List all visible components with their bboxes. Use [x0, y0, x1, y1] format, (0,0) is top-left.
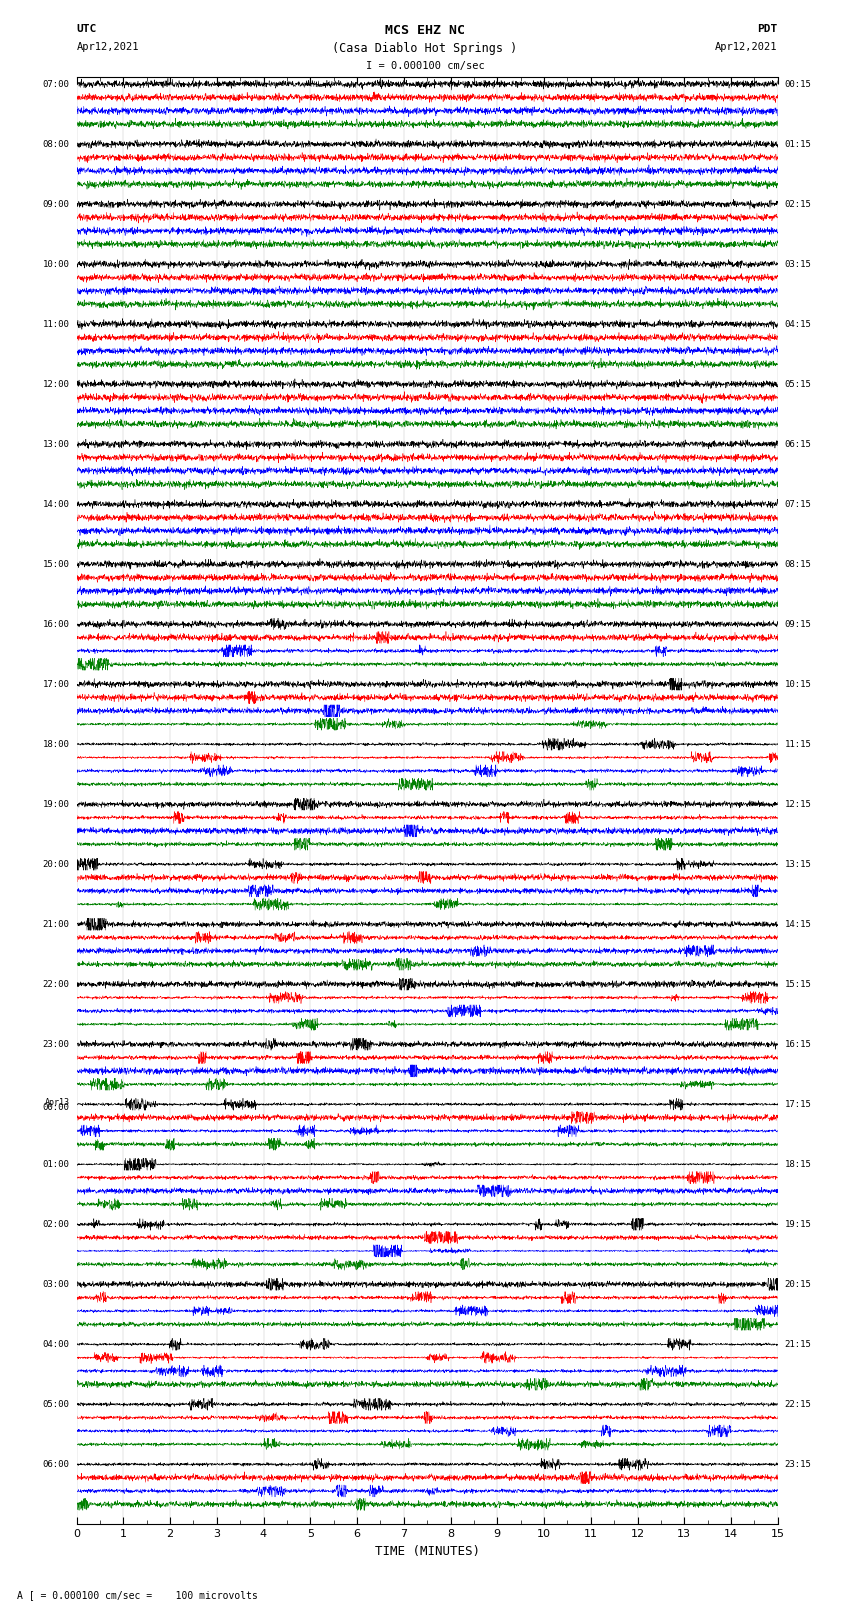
Text: PDT: PDT [757, 24, 778, 34]
Text: 00:00: 00:00 [42, 1103, 70, 1111]
Text: 23:15: 23:15 [785, 1460, 812, 1469]
Text: 09:15: 09:15 [785, 619, 812, 629]
Text: MCS EHZ NC: MCS EHZ NC [385, 24, 465, 37]
Text: 20:15: 20:15 [785, 1279, 812, 1289]
Text: 19:00: 19:00 [42, 800, 70, 808]
Text: 17:00: 17:00 [42, 679, 70, 689]
Text: 00:15: 00:15 [785, 79, 812, 89]
Text: 07:15: 07:15 [785, 500, 812, 508]
Text: 11:15: 11:15 [785, 740, 812, 748]
Text: 22:15: 22:15 [785, 1400, 812, 1408]
Text: 18:15: 18:15 [785, 1160, 812, 1169]
Text: 18:00: 18:00 [42, 740, 70, 748]
Text: 10:15: 10:15 [785, 679, 812, 689]
Text: 06:00: 06:00 [42, 1460, 70, 1469]
Text: Apr13: Apr13 [44, 1098, 70, 1107]
Text: 08:15: 08:15 [785, 560, 812, 569]
Text: 03:15: 03:15 [785, 260, 812, 269]
Text: Apr12,2021: Apr12,2021 [715, 42, 778, 52]
Text: UTC: UTC [76, 24, 97, 34]
Text: Apr12,2021: Apr12,2021 [76, 42, 139, 52]
Text: 01:15: 01:15 [785, 140, 812, 148]
Text: 02:15: 02:15 [785, 200, 812, 208]
Text: 14:15: 14:15 [785, 919, 812, 929]
Text: 20:00: 20:00 [42, 860, 70, 869]
Text: 13:00: 13:00 [42, 440, 70, 448]
Text: 13:15: 13:15 [785, 860, 812, 869]
Text: 06:15: 06:15 [785, 440, 812, 448]
Text: 07:00: 07:00 [42, 79, 70, 89]
Text: 04:00: 04:00 [42, 1340, 70, 1348]
Text: 05:00: 05:00 [42, 1400, 70, 1408]
Text: 08:00: 08:00 [42, 140, 70, 148]
Text: 10:00: 10:00 [42, 260, 70, 269]
Text: A [ = 0.000100 cm/sec =    100 microvolts: A [ = 0.000100 cm/sec = 100 microvolts [17, 1590, 258, 1600]
Text: 09:00: 09:00 [42, 200, 70, 208]
Text: 05:15: 05:15 [785, 379, 812, 389]
Text: 23:00: 23:00 [42, 1040, 70, 1048]
Text: 12:00: 12:00 [42, 379, 70, 389]
Text: 21:15: 21:15 [785, 1340, 812, 1348]
Text: 21:00: 21:00 [42, 919, 70, 929]
Text: 14:00: 14:00 [42, 500, 70, 508]
X-axis label: TIME (MINUTES): TIME (MINUTES) [375, 1545, 479, 1558]
Text: 01:00: 01:00 [42, 1160, 70, 1169]
Text: 12:15: 12:15 [785, 800, 812, 808]
Text: I = 0.000100 cm/sec: I = 0.000100 cm/sec [366, 61, 484, 71]
Text: 15:15: 15:15 [785, 979, 812, 989]
Text: (Casa Diablo Hot Springs ): (Casa Diablo Hot Springs ) [332, 42, 518, 55]
Text: 16:00: 16:00 [42, 619, 70, 629]
Text: 02:00: 02:00 [42, 1219, 70, 1229]
Text: 17:15: 17:15 [785, 1100, 812, 1108]
Text: 03:00: 03:00 [42, 1279, 70, 1289]
Text: 19:15: 19:15 [785, 1219, 812, 1229]
Text: 11:00: 11:00 [42, 319, 70, 329]
Text: 15:00: 15:00 [42, 560, 70, 569]
Text: 16:15: 16:15 [785, 1040, 812, 1048]
Text: 22:00: 22:00 [42, 979, 70, 989]
Text: 04:15: 04:15 [785, 319, 812, 329]
